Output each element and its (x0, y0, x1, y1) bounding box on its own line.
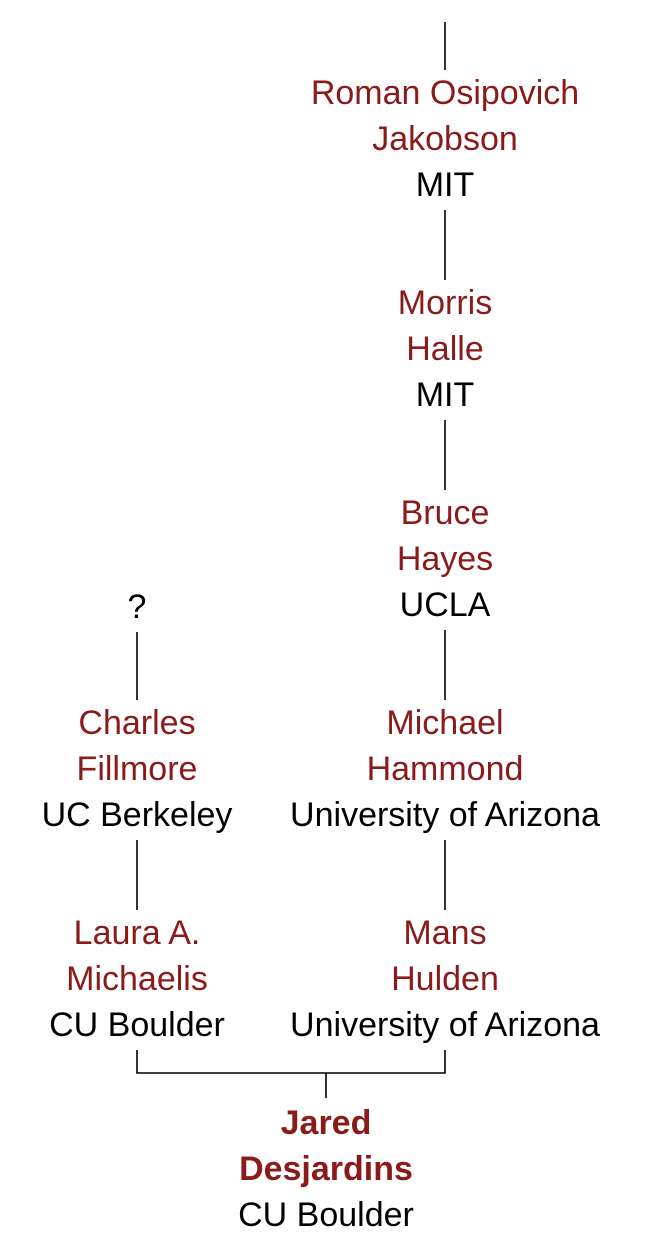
advisor-last-name: Hayes (396, 540, 494, 578)
advisor-last-name: Halle (406, 330, 484, 368)
advisor-institution: University of Arizona (290, 796, 600, 834)
advisor-node-hammond: Michael Hammond University of Arizona (245, 700, 645, 838)
advisor-institution: University of Arizona (290, 1006, 600, 1044)
advisor-last-name: Hulden (391, 960, 499, 998)
advisor-institution: UCLA (399, 586, 491, 624)
advisor-first-name: Roman Osipovich (310, 74, 580, 112)
advisor-node-halle: Morris Halle MIT (245, 280, 645, 418)
advisor-last-name: Michaelis (66, 960, 208, 998)
advisor-node-jakobson: Roman Osipovich Jakobson MIT (245, 70, 645, 208)
advisor-node-fillmore: Charles Fillmore UC Berkeley (0, 700, 274, 838)
advisor-node-michaelis: Laura A. Michaelis CU Boulder (0, 910, 274, 1048)
advisor-node-hayes: Bruce Hayes UCLA (245, 490, 645, 628)
student-node-desjardins: Jared Desjardins CU Boulder (126, 1100, 526, 1238)
advisor-first-name: Mans (403, 914, 487, 952)
advisor-institution: MIT (415, 376, 475, 414)
advisor-first-name: Michael (386, 704, 504, 742)
advisor-first-name: Laura A. (73, 914, 201, 952)
advisor-institution: CU Boulder (49, 1006, 225, 1044)
unknown-advisor-marker: ? (127, 588, 147, 626)
advisor-institution: UC Berkeley (41, 796, 233, 834)
student-institution: CU Boulder (238, 1196, 414, 1234)
advisor-first-name: Morris (397, 284, 493, 322)
advisor-first-name: Charles (78, 704, 196, 742)
student-first-name: Jared (280, 1104, 372, 1142)
advisor-last-name: Hammond (366, 750, 524, 788)
advisor-last-name: Jakobson (372, 120, 518, 158)
advisor-last-name: Fillmore (76, 750, 198, 788)
advisor-node-hulden: Mans Hulden University of Arizona (245, 910, 645, 1048)
advisor-first-name: Bruce (400, 494, 490, 532)
line-merge-to-desjardins (136, 1050, 446, 1098)
advisor-institution: MIT (415, 166, 475, 204)
student-last-name: Desjardins (239, 1150, 413, 1188)
